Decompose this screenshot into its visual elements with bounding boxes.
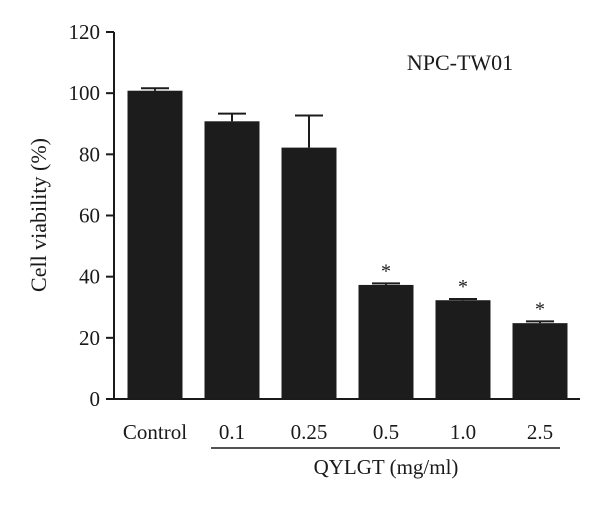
- y-tick-label: 100: [69, 81, 101, 105]
- y-tick-label: 20: [79, 326, 100, 350]
- significance-star: *: [535, 298, 545, 320]
- bars: [127, 90, 568, 399]
- y-tick-label: 40: [79, 265, 100, 289]
- bar: [435, 300, 491, 399]
- error-bars: [141, 87, 554, 324]
- y-axis-label: Cell viability (%): [26, 138, 51, 292]
- bar: [358, 284, 414, 399]
- y-tick-label: 0: [90, 387, 101, 411]
- significance-markers: * * *: [381, 260, 545, 320]
- chart-title: NPC-TW01: [407, 50, 513, 75]
- bar: [281, 147, 337, 399]
- x-tick-label: 0.25: [291, 420, 328, 444]
- x-tick-label: 0.1: [219, 420, 245, 444]
- x-tick-label: 0.5: [373, 420, 399, 444]
- y-ticks: 0 20 40 60 80 100 120: [69, 20, 114, 411]
- x-tick-labels: Control 0.1 0.25 0.5 1.0 2.5: [123, 420, 553, 444]
- axes: [113, 32, 580, 449]
- bar: [512, 323, 568, 399]
- x-tick-label: 1.0: [450, 420, 476, 444]
- x-axis-label: QYLGT (mg/ml): [314, 455, 459, 479]
- y-tick-label: 120: [69, 20, 101, 44]
- x-tick-label: Control: [123, 420, 187, 444]
- significance-star: *: [458, 276, 468, 298]
- y-tick-label: 60: [79, 204, 100, 228]
- y-tick-label: 80: [79, 142, 100, 166]
- bar: [204, 121, 260, 399]
- bar: [127, 90, 183, 399]
- significance-star: *: [381, 260, 391, 282]
- x-tick-label: 2.5: [527, 420, 553, 444]
